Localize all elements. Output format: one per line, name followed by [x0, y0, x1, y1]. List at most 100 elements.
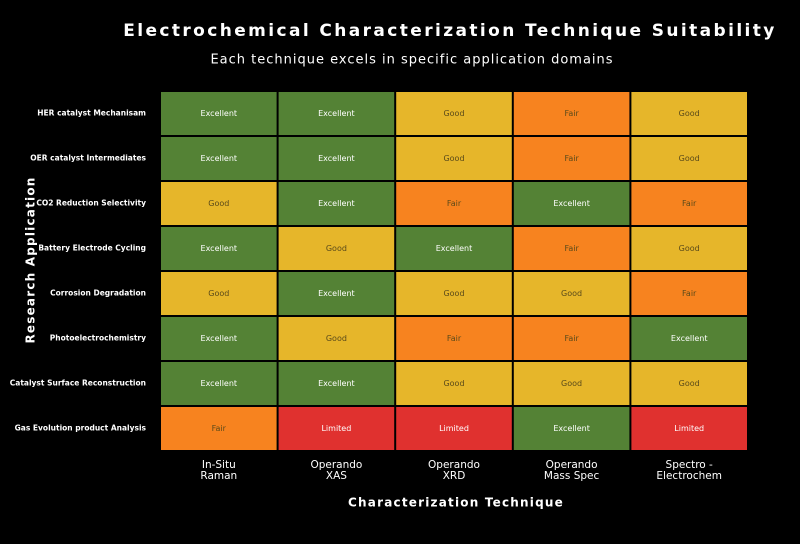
- cell-label: Good: [443, 379, 464, 388]
- cell-label: Good: [326, 244, 347, 253]
- cell-label: Excellent: [318, 199, 355, 208]
- cell-label: Good: [443, 154, 464, 163]
- x-tick-label: Operando: [310, 459, 362, 471]
- heatmap-cell: [631, 92, 747, 135]
- heatmap-cell: [631, 137, 747, 180]
- cell-label: Excellent: [553, 199, 590, 208]
- cell-label: Excellent: [318, 109, 355, 118]
- heatmap-cell: [513, 137, 630, 180]
- heatmap-cell: [161, 362, 277, 405]
- y-tick-label: Photoelectrochemistry: [50, 334, 146, 343]
- cell-label: Excellent: [201, 334, 238, 343]
- y-tick-label: HER catalyst Mechanisam: [37, 109, 146, 118]
- heatmap-cell: [278, 92, 395, 135]
- heatmap-cell: [396, 227, 512, 270]
- heatmap-cell: [161, 182, 277, 225]
- heatmap-cell: [513, 272, 630, 315]
- x-tick-label: XRD: [443, 470, 466, 482]
- heatmap-cell: [161, 272, 277, 315]
- heatmap-cell: [631, 317, 747, 360]
- y-tick-label: OER catalyst Intermediates: [30, 154, 146, 163]
- cell-label: Good: [443, 109, 464, 118]
- y-tick-label: CO2 Reduction Selectivity: [36, 199, 146, 208]
- heatmap-cell: [278, 227, 395, 270]
- heatmap-cell: [396, 92, 512, 135]
- chart-subtitle: Each technique excels in specific applic…: [210, 53, 613, 68]
- heatmap-cell: [396, 137, 512, 180]
- y-tick-label: Corrosion Degradation: [50, 289, 146, 298]
- heatmap-cell: [278, 137, 395, 180]
- cell-label: Good: [208, 199, 229, 208]
- heatmap-cell: [161, 137, 277, 180]
- heatmap-cell: [278, 362, 395, 405]
- cell-label: Excellent: [201, 244, 238, 253]
- x-tick-label: Spectro -: [666, 459, 714, 471]
- x-tick-label: Raman: [200, 470, 237, 482]
- heatmap-cell: [631, 227, 747, 270]
- cell-label: Good: [443, 289, 464, 298]
- x-tick-label: XAS: [326, 470, 347, 482]
- x-tick-label: Electrochem: [656, 470, 722, 482]
- cell-label: Excellent: [436, 244, 473, 253]
- heatmap-cell: [278, 182, 395, 225]
- heatmap-cell: [631, 182, 747, 225]
- cell-label: Excellent: [201, 154, 238, 163]
- heatmap-cell: [513, 92, 630, 135]
- cell-label: Good: [561, 289, 582, 298]
- cell-label: Good: [679, 109, 700, 118]
- cell-label: Excellent: [671, 334, 708, 343]
- y-tick-label: Gas Evolution product Analysis: [15, 424, 147, 433]
- cell-label: Fair: [564, 109, 579, 118]
- cell-label: Fair: [447, 334, 462, 343]
- heatmap-cell: [161, 317, 277, 360]
- heatmap-cell: [631, 407, 747, 450]
- heatmap-cell: [278, 272, 395, 315]
- cell-label: Excellent: [318, 379, 355, 388]
- cell-label: Limited: [674, 424, 704, 433]
- cell-label: Good: [679, 379, 700, 388]
- cell-label: Good: [208, 289, 229, 298]
- cell-label: Fair: [682, 199, 697, 208]
- x-tick-label: Operando: [546, 459, 598, 471]
- cell-label: Fair: [564, 334, 579, 343]
- heatmap-cell: [396, 362, 512, 405]
- cell-label: Good: [561, 379, 582, 388]
- heatmap-cell: [161, 227, 277, 270]
- heatmap-cell: [278, 407, 395, 450]
- heatmap-cell: [631, 272, 747, 315]
- cell-label: Limited: [439, 424, 469, 433]
- cell-label: Fair: [564, 154, 579, 163]
- cell-label: Fair: [447, 199, 462, 208]
- heatmap-cell: [161, 407, 277, 450]
- cell-label: Limited: [321, 424, 351, 433]
- cell-label: Fair: [564, 244, 579, 253]
- heatmap-cell: [513, 227, 630, 270]
- heatmap-cell: [513, 362, 630, 405]
- heatmap-cell: [631, 362, 747, 405]
- cell-label: Excellent: [553, 424, 590, 433]
- cell-label: Good: [679, 154, 700, 163]
- cell-label: Good: [679, 244, 700, 253]
- heatmap-cell: [513, 317, 630, 360]
- cell-label: Good: [326, 334, 347, 343]
- cell-label: Fair: [682, 289, 697, 298]
- y-axis-title: Research Application: [24, 176, 38, 343]
- cell-label: Excellent: [201, 379, 238, 388]
- x-tick-label: In-Situ: [202, 459, 236, 471]
- heatmap-cell: [396, 272, 512, 315]
- cell-label: Fair: [212, 424, 227, 433]
- x-tick-label: Operando: [428, 459, 480, 471]
- heatmap-cell: [396, 182, 512, 225]
- heatmap-cell: [513, 182, 630, 225]
- heatmap-cell: [161, 92, 277, 135]
- cell-label: Excellent: [318, 289, 355, 298]
- y-tick-label: Catalyst Surface Reconstruction: [10, 379, 146, 388]
- heatmap-cell: [278, 317, 395, 360]
- cell-label: Excellent: [201, 109, 238, 118]
- x-tick-label: Mass Spec: [544, 470, 600, 482]
- x-axis-title: Characterization Technique: [348, 496, 564, 510]
- cell-label: Excellent: [318, 154, 355, 163]
- y-tick-label: Battery Electrode Cycling: [38, 244, 146, 253]
- heatmap-cell: [396, 407, 512, 450]
